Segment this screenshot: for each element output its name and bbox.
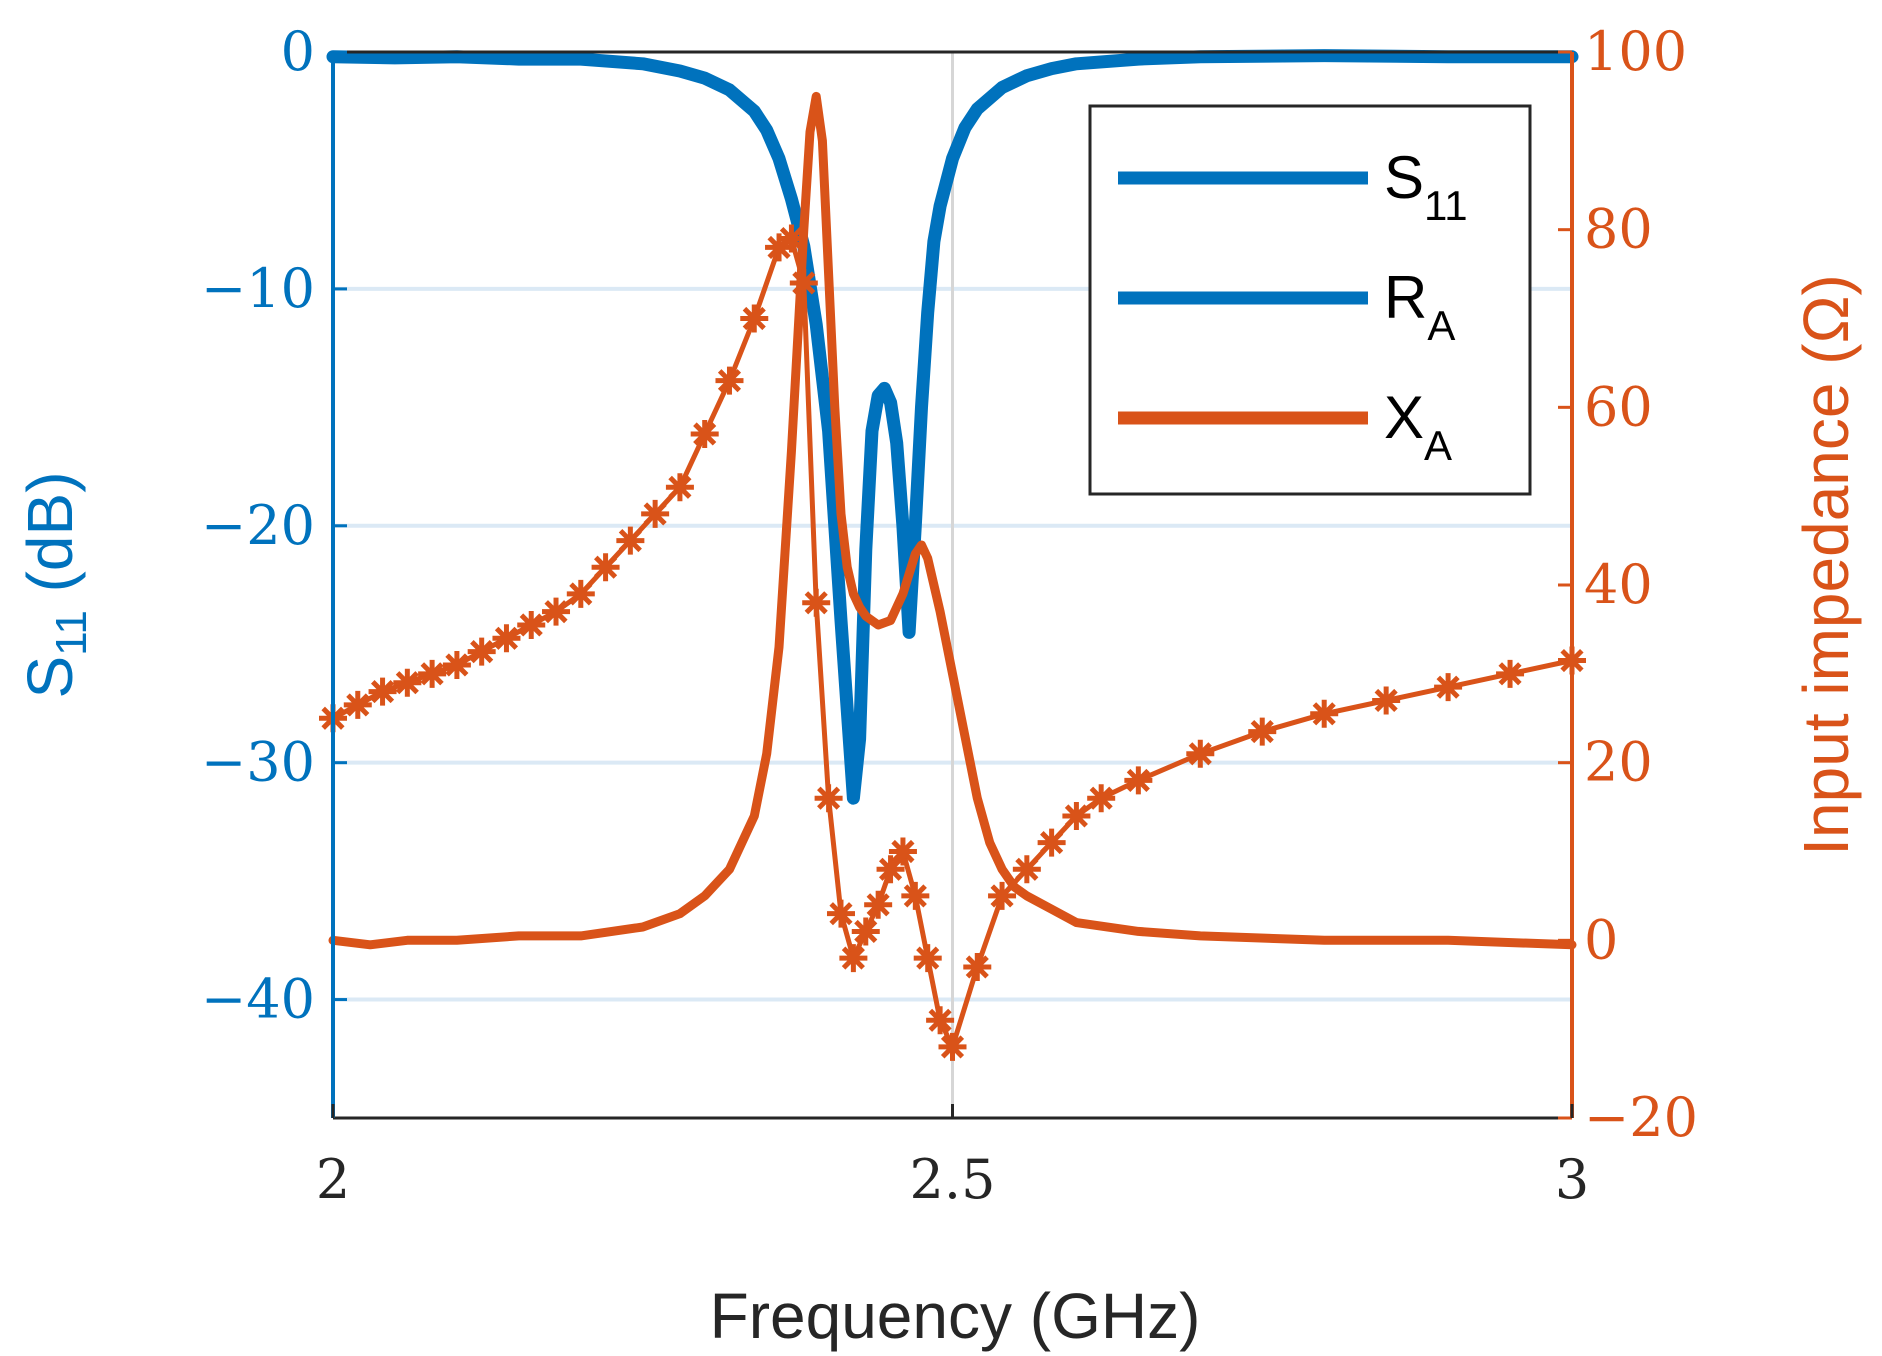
series-marker-xa-17	[740, 304, 769, 333]
legend-entry-s11: S11	[1118, 144, 1468, 229]
series-marker-xa-2	[368, 677, 397, 706]
series-marker-xa-19	[777, 224, 806, 253]
series-marker-xa-1	[343, 690, 372, 719]
series-marker-xa-9	[542, 597, 571, 626]
legend-label-s11-sub: 11	[1424, 182, 1468, 229]
series-marker-xa-45	[1496, 659, 1525, 688]
tick-label-left-4: −40	[201, 968, 315, 1031]
series-marker-xa-21	[802, 588, 831, 617]
tick-label-right-2: 60	[1584, 375, 1653, 438]
series-marker-xa-27	[876, 855, 905, 884]
series-marker-xa-36	[1037, 828, 1066, 857]
series-marker-xa-25	[851, 917, 880, 946]
series-marker-xa-10	[566, 579, 595, 608]
legend-label-ra-sub: A	[1427, 302, 1455, 349]
series-marker-xa-35	[1012, 855, 1041, 884]
series-marker-xa-41	[1248, 717, 1277, 746]
series-marker-xa-40	[1186, 739, 1215, 768]
series-marker-xa-8	[517, 610, 546, 639]
series-marker-xa-44	[1434, 673, 1463, 702]
tick-label-right-6: −20	[1584, 1086, 1698, 1149]
tick-label-left-1: −10	[201, 257, 315, 320]
series-marker-xa-43	[1372, 686, 1401, 715]
tick-labels: 0 −10 −20 −30 −40 100 80 60 40 20 0 −20 2 2.5 3	[201, 20, 1698, 1211]
legend-entry-xa: XA	[1118, 384, 1452, 469]
axes-layer	[331, 50, 1574, 1120]
tick-label-left-3: −30	[201, 731, 315, 794]
series-marker-xa-34	[988, 881, 1017, 910]
legend: S11 RA XA	[1088, 104, 1532, 496]
series-marker-xa-24	[839, 944, 868, 973]
series-layer	[319, 49, 1586, 1061]
tick-label-right-0: 100	[1584, 20, 1687, 83]
tick-label-x-2: 3	[1555, 1148, 1589, 1211]
series-marker-xa-20	[789, 268, 818, 297]
series-marker-xa-14	[665, 473, 694, 502]
series-marker-xa-33	[963, 952, 992, 981]
x-axis-label: Frequency (GHz)	[710, 1280, 1201, 1352]
series-marker-xa-38	[1087, 784, 1116, 813]
legend-label-ra-main: R	[1384, 264, 1427, 331]
series-marker-xa-12	[616, 526, 645, 555]
series-marker-xa-22	[814, 784, 843, 813]
y-axis-label-right: Input impedance (Ω)	[1790, 274, 1862, 855]
y-axis-label-left: S11 (dB)	[14, 471, 96, 698]
legend-label-ra: RA	[1384, 264, 1455, 349]
legend-entry-ra: RA	[1118, 264, 1455, 349]
legend-label-xa-sub: A	[1424, 422, 1452, 469]
series-marker-xa-29	[901, 881, 930, 910]
tick-label-right-3: 40	[1584, 553, 1653, 616]
tick-label-x-0: 2	[316, 1148, 350, 1211]
legend-label-s11: S11	[1384, 144, 1468, 229]
series-marker-xa-16	[715, 366, 744, 395]
tick-label-right-1: 80	[1584, 198, 1653, 261]
series-marker-xa-23	[826, 899, 855, 928]
tick-label-left-0: 0	[281, 20, 315, 83]
series-line-ra	[328, 91, 1577, 950]
legend-label-s11-main: S	[1384, 144, 1424, 211]
series-line-s11	[326, 49, 1579, 805]
series-marker-xa-37	[1062, 801, 1091, 830]
series-marker-xa-4	[418, 659, 447, 688]
series-marker-xa-32	[938, 1032, 967, 1061]
series-marker-xa-18	[765, 233, 794, 262]
tick-label-x-1: 2.5	[910, 1148, 996, 1211]
series-marker-xa-11	[591, 553, 620, 582]
series-marker-xa-28	[888, 837, 917, 866]
series-marker-xa-5	[442, 650, 471, 679]
tick-label-right-5: 0	[1584, 908, 1618, 971]
series-marker-xa-26	[864, 890, 893, 919]
series-marker-xa-6	[467, 637, 496, 666]
series-marker-xa-30	[913, 944, 942, 973]
legend-label-xa-main: X	[1384, 384, 1424, 451]
series-marker-xa-31	[926, 1006, 955, 1035]
y-axis-label-left-main: S	[14, 656, 86, 699]
series-marker-xa-39	[1124, 766, 1153, 795]
series-marker-xa-15	[690, 419, 719, 448]
series-marker-xa-13	[641, 499, 670, 528]
legend-label-xa: XA	[1384, 384, 1452, 469]
series-marker-xa-3	[393, 668, 422, 697]
series-marker-xa-7	[492, 624, 521, 653]
tick-label-left-2: −20	[201, 494, 315, 557]
tick-label-right-4: 20	[1584, 731, 1653, 794]
y-axis-label-left-sub: 11	[47, 610, 96, 656]
y-axis-label-left-rest: (dB)	[14, 471, 86, 610]
series-marker-xa-42	[1310, 699, 1339, 728]
